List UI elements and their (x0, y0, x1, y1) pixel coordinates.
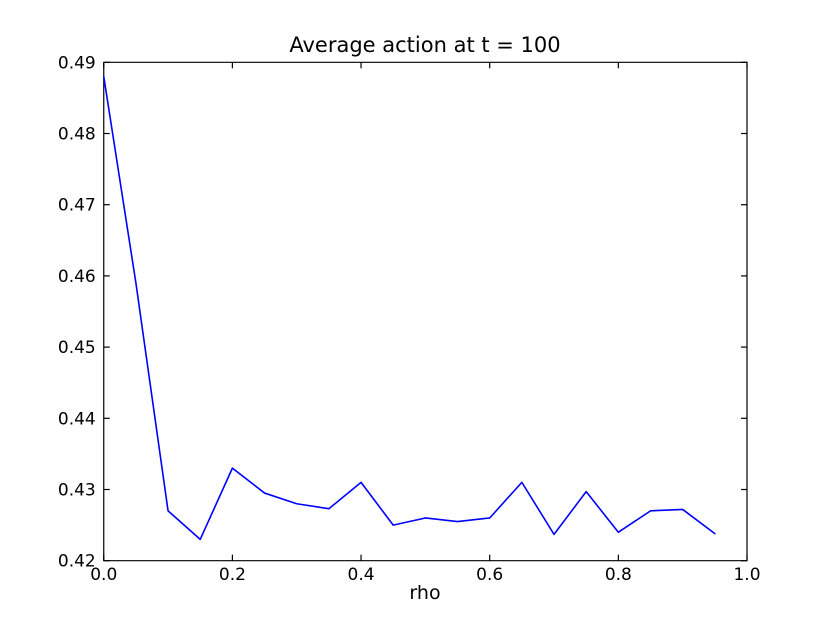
x-tick-label: 0.6 (476, 565, 503, 585)
y-tick-label: 0.48 (58, 125, 96, 145)
data-line (102, 75, 716, 541)
x-axis-label: rho (409, 582, 441, 604)
x-tick-label: 1.0 (733, 565, 760, 585)
y-tick-label: 0.46 (58, 267, 96, 287)
x-tick-label: 0.2 (219, 565, 246, 585)
plot-border (103, 61, 748, 562)
y-tick-label: 0.47 (58, 196, 96, 216)
y-tick-label: 0.49 (58, 53, 96, 73)
x-tick-label: 0.4 (348, 565, 375, 585)
y-tick-label: 0.43 (58, 481, 96, 501)
y-tick-label: 0.45 (58, 338, 96, 358)
y-tick-label: 0.44 (58, 409, 96, 429)
x-tick-label: 0.0 (90, 565, 117, 585)
y-tick-label: 0.42 (58, 552, 96, 572)
chart-title: Average action at t = 100 (289, 33, 561, 57)
x-tick-label: 0.8 (605, 565, 632, 585)
